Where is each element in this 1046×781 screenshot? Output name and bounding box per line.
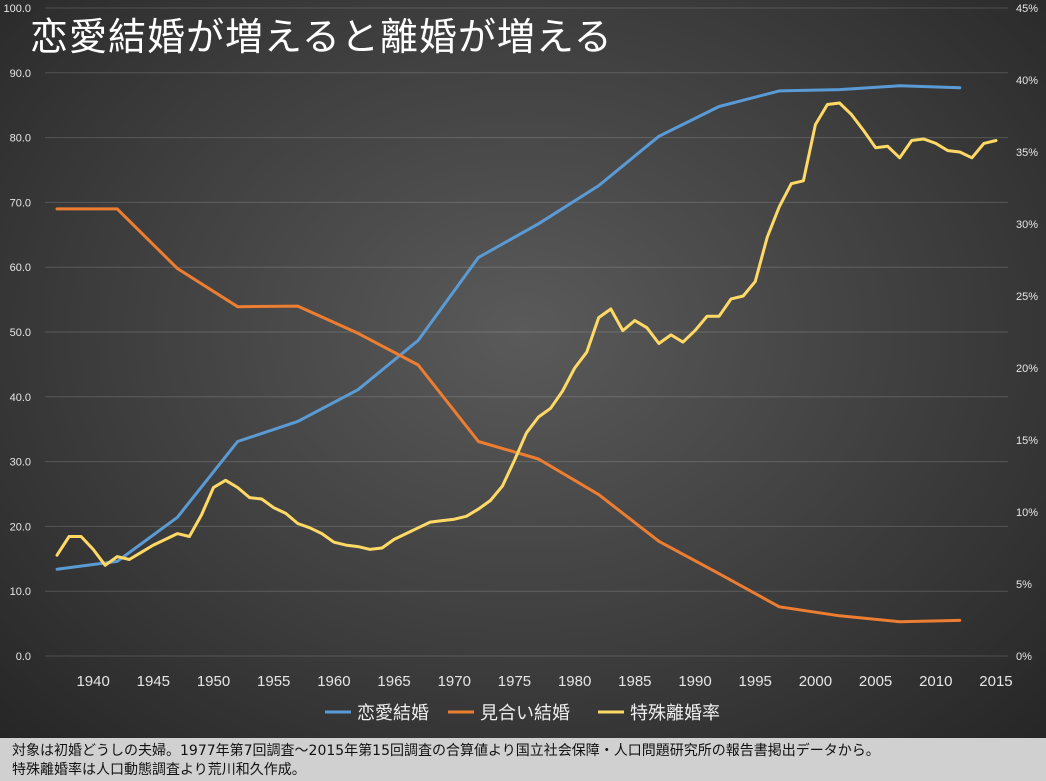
series-line-2: [55, 207, 962, 624]
x-tick-label: 1995: [739, 673, 772, 690]
y-left-tick-label: 30.0: [10, 457, 31, 469]
x-tick-label: 1945: [137, 673, 170, 690]
x-tick-label: 1980: [558, 673, 591, 690]
chart-svg: 0.0 10.0 20.0 30.0 40.0 50.0 60.0 70.0 80.0 90.0 1…: [3, 3, 1038, 724]
y-right-tick-label: 45%: [1016, 3, 1038, 15]
y-left-tick-label: 60.0: [10, 262, 31, 274]
legend-label: 見合い結婚: [480, 703, 570, 724]
x-tick-label: 1975: [498, 673, 531, 690]
y-left-tick-label: 50.0: [10, 327, 31, 339]
y-right-tick-label: 30%: [1016, 219, 1038, 231]
x-tick-label: 1965: [377, 673, 410, 690]
x-tick-label: 1985: [618, 673, 651, 690]
y-left-tick-label: 90.0: [10, 68, 31, 80]
x-tick-label: 2000: [799, 673, 832, 690]
x-tick-label: 1970: [438, 673, 471, 690]
series-line-1: [55, 84, 962, 571]
series-line-3: [55, 101, 998, 567]
y-right-tick-label: 20%: [1016, 363, 1038, 375]
y-right-tick-label: 35%: [1016, 147, 1038, 159]
footer-note: 対象は初婚どうしの夫婦。1977年第7回調査～2015年第15回調査の合算値より…: [0, 738, 1046, 781]
x-tick-label: 1940: [76, 673, 109, 690]
y-left-tick-label: 40.0: [10, 392, 31, 404]
x-tick-label: 2010: [919, 673, 952, 690]
legend-label: 恋愛結婚: [357, 702, 429, 724]
y-right-tick-label: 0%: [1016, 651, 1032, 663]
y-right-tick-label: 40%: [1016, 75, 1038, 87]
chart-area: 0.0 10.0 20.0 30.0 40.0 50.0 60.0 70.0 80.0 90.0 1…: [0, 0, 1046, 738]
y-left-tick-label: 10.0: [10, 586, 31, 598]
x-tick-label: 1955: [257, 673, 290, 690]
x-tick-label: 1960: [317, 673, 350, 690]
x-tick-label: 1990: [678, 673, 711, 690]
y-left-tick-label: 80.0: [10, 133, 31, 145]
footer-line-1: 対象は初婚どうしの夫婦。1977年第7回調査～2015年第15回調査の合算値より…: [12, 743, 880, 759]
y-left-tick-label: 100.0: [3, 3, 31, 15]
x-tick-label: 2015: [979, 673, 1012, 690]
y-right-tick-label: 10%: [1016, 507, 1038, 519]
y-left-tick-label: 70.0: [10, 197, 31, 209]
footer-line-2: 特殊離婚率は人口動態調査より荒川和久作成。: [12, 762, 306, 778]
legend-label: 特殊離婚率: [630, 703, 720, 724]
y-right-tick-label: 5%: [1016, 579, 1032, 591]
y-left-tick-label: 20.0: [10, 521, 31, 533]
y-left-tick-label: 0.0: [16, 651, 31, 663]
chart-title: 恋愛結婚が増えると離婚が増える: [30, 15, 613, 59]
y-right-tick-label: 15%: [1016, 435, 1038, 447]
y-right-tick-label: 25%: [1016, 291, 1038, 303]
x-tick-label: 2005: [859, 673, 892, 690]
x-tick-label: 1950: [197, 673, 230, 690]
